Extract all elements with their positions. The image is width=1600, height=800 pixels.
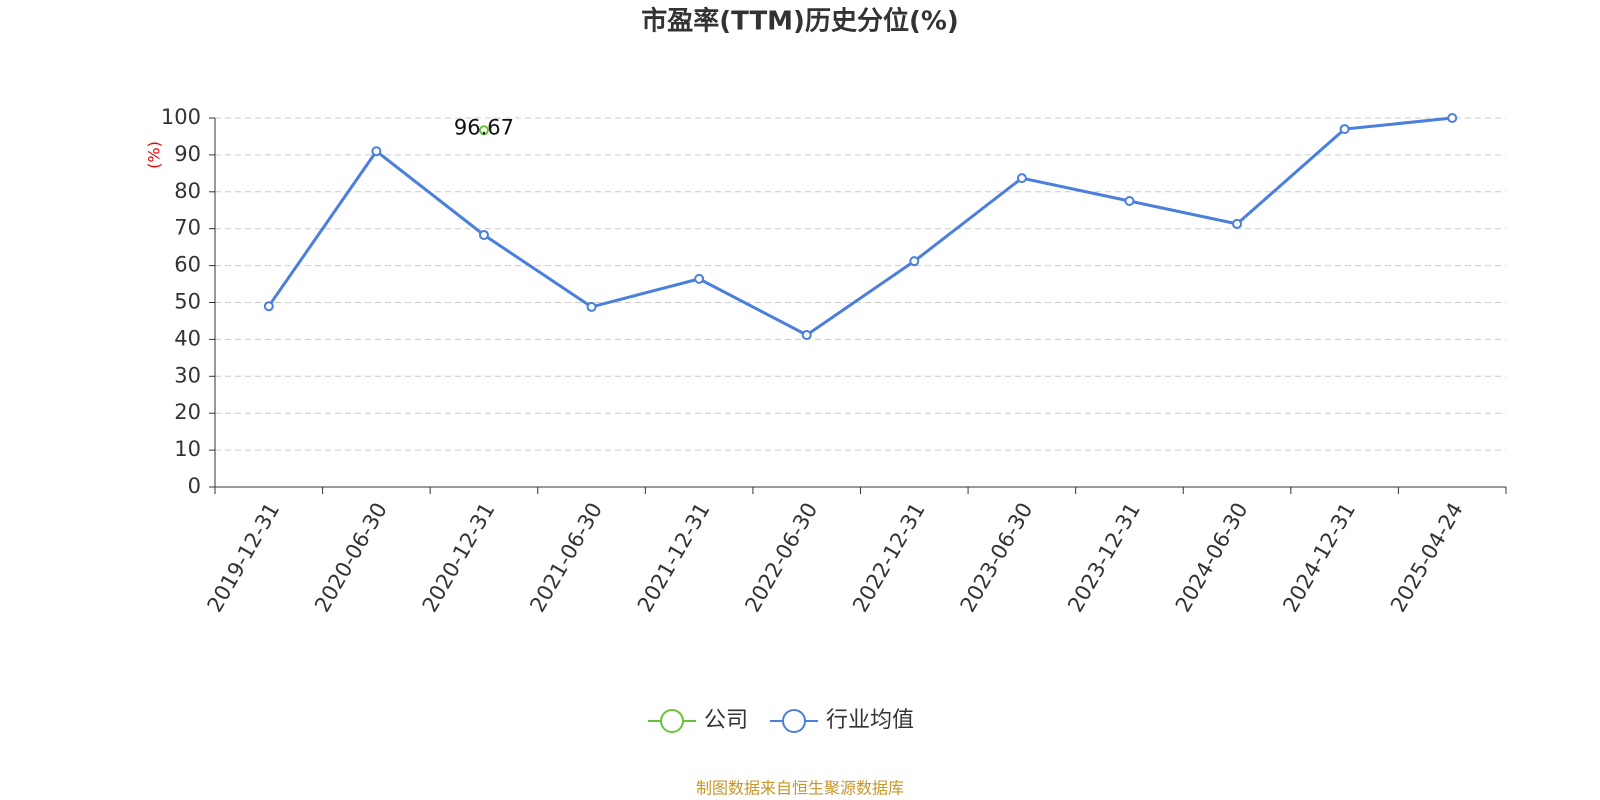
y-tick-label: 50 [174, 290, 201, 314]
legend-marker [782, 709, 807, 733]
x-tick-label: 2023-06-30 [956, 499, 1038, 617]
y-tick-label: 60 [174, 253, 201, 277]
x-tick-label: 2024-06-30 [1171, 499, 1253, 617]
source-note: 制图数据来自恒生聚源数据库 [696, 779, 904, 798]
data-point [478, 229, 489, 240]
chart-title: 市盈率(TTM)历史分位(%) [641, 6, 959, 37]
legend-marker [660, 709, 684, 733]
data-point [1124, 196, 1135, 207]
x-tick-label: 2025-04-24 [1386, 499, 1468, 617]
data-point [1016, 173, 1027, 184]
y-tick-label: 100 [161, 105, 201, 129]
data-point [371, 146, 382, 157]
legend-label: 公司 [704, 708, 748, 733]
x-tick-label: 2021-12-31 [633, 499, 715, 617]
y-tick-label: 90 [174, 142, 201, 166]
x-tick-label: 2023-12-31 [1063, 499, 1145, 617]
x-tick-label: 2022-12-31 [848, 499, 930, 617]
data-point [801, 329, 812, 340]
data-point [1232, 218, 1243, 229]
x-tick-label: 2021-06-30 [525, 499, 607, 617]
x-tick-label: 2020-12-31 [418, 499, 500, 617]
data-label: 96.67 [454, 115, 514, 139]
data-point [909, 256, 920, 267]
y-tick-label: 30 [174, 363, 201, 387]
y-axis-label: (%) [145, 141, 164, 169]
data-point [478, 125, 489, 136]
x-tick-label: 2019-12-31 [203, 499, 285, 617]
y-tick-label: 20 [174, 400, 201, 424]
x-tick-label: 2020-06-30 [310, 499, 392, 617]
y-tick-label: 80 [174, 179, 201, 203]
data-point [1447, 113, 1458, 123]
series-line [267, 116, 1453, 337]
data-point [1339, 124, 1350, 135]
data-point [263, 301, 274, 312]
x-tick-label: 2024-12-31 [1278, 499, 1360, 617]
y-tick-label: 40 [174, 326, 201, 350]
y-tick-label: 70 [174, 216, 201, 240]
data-point [694, 273, 705, 284]
x-tick-label: 2022-06-30 [740, 499, 822, 617]
y-tick-label: 10 [174, 437, 201, 461]
legend-label: 行业均值 [826, 708, 914, 733]
data-point [586, 301, 597, 312]
y-tick-label: 0 [188, 474, 201, 498]
